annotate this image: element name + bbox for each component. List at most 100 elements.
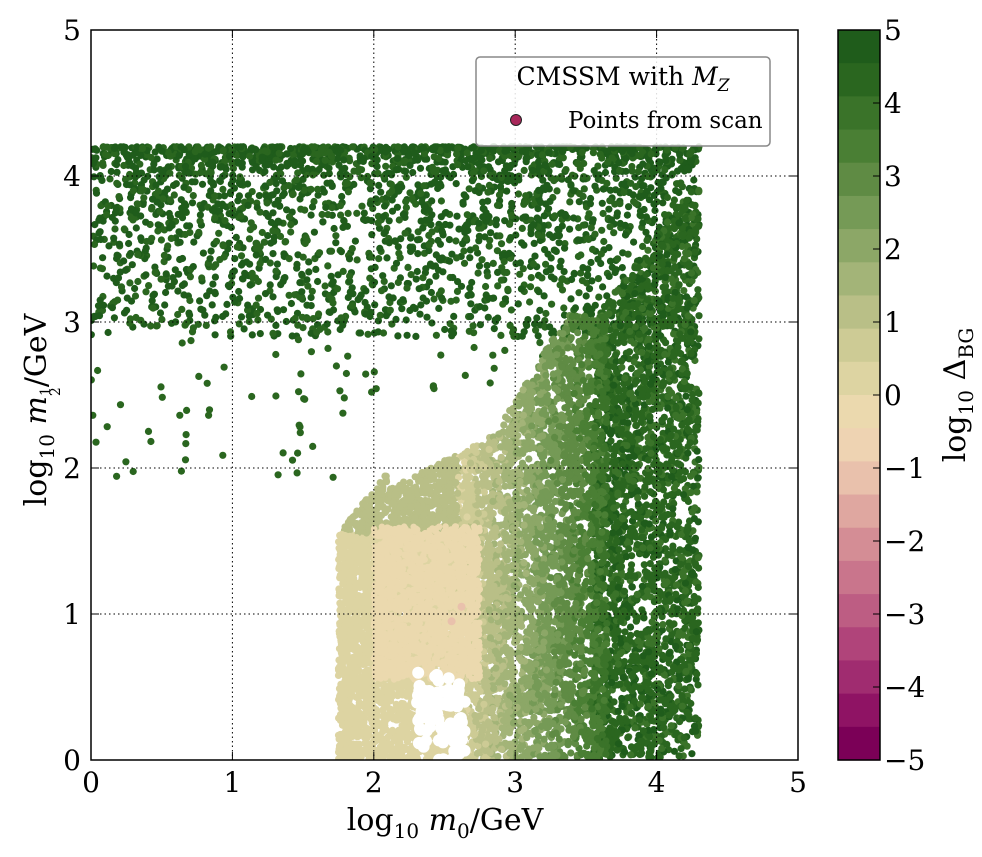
data-point <box>683 304 691 312</box>
data-point <box>584 265 592 273</box>
data-point <box>364 330 372 338</box>
data-point <box>393 203 401 211</box>
data-point <box>685 415 693 423</box>
data-point <box>599 283 607 291</box>
data-point <box>366 200 374 208</box>
data-point <box>428 197 436 205</box>
data-point <box>203 379 211 387</box>
data-point <box>661 166 669 174</box>
data-point <box>168 220 176 228</box>
data-point <box>446 221 454 229</box>
data-point <box>262 209 270 218</box>
data-point <box>266 281 274 289</box>
data-point <box>644 257 652 265</box>
data-point <box>387 282 395 290</box>
data-point <box>684 312 692 320</box>
data-point <box>295 388 303 396</box>
data-point <box>139 186 147 194</box>
data-point <box>208 206 217 214</box>
data-point <box>463 211 471 219</box>
data-point <box>333 285 342 293</box>
data-point <box>675 629 684 637</box>
data-point <box>545 231 554 239</box>
data-point <box>604 158 612 166</box>
data-point <box>647 380 655 388</box>
data-point <box>694 389 703 397</box>
data-point <box>609 407 617 415</box>
data-point <box>174 287 182 295</box>
data-point <box>383 254 391 262</box>
data-point <box>264 311 272 319</box>
data-point <box>293 264 301 272</box>
data-point <box>307 185 315 193</box>
data-point <box>640 182 648 190</box>
data-point <box>667 267 675 275</box>
data-point <box>294 449 302 457</box>
data-point <box>272 321 280 329</box>
data-point <box>342 369 350 378</box>
data-point <box>655 298 663 306</box>
data-point <box>585 210 593 218</box>
data-point <box>437 197 445 205</box>
data-point <box>620 188 628 197</box>
data-point <box>321 282 329 290</box>
data-point <box>640 561 648 569</box>
data-point <box>154 221 162 229</box>
data-point <box>460 191 468 199</box>
data-point <box>219 451 227 459</box>
data-point <box>693 447 701 455</box>
data-point <box>195 228 203 236</box>
data-point <box>663 218 672 226</box>
data-point <box>675 281 683 289</box>
data-point <box>631 173 639 181</box>
data-point <box>450 312 458 320</box>
data-point <box>489 294 497 302</box>
data-point <box>628 709 636 718</box>
data-point <box>180 280 188 288</box>
data-point <box>277 281 285 289</box>
data-point <box>619 249 627 257</box>
data-point <box>166 152 174 160</box>
data-point <box>662 156 670 164</box>
data-point <box>226 190 235 198</box>
data-point <box>346 173 354 181</box>
data-point <box>281 274 289 282</box>
data-point <box>610 459 618 467</box>
data-point <box>315 310 323 318</box>
data-point <box>594 275 603 283</box>
data-point <box>522 213 530 221</box>
data-point <box>285 255 293 263</box>
data-point <box>530 221 538 229</box>
data-point <box>409 168 417 177</box>
data-point <box>282 238 290 246</box>
data-point <box>226 328 235 336</box>
data-point <box>618 694 626 703</box>
data-point <box>406 189 414 197</box>
data-point <box>432 272 440 280</box>
data-point <box>677 560 685 569</box>
data-point <box>591 230 599 238</box>
data-point <box>651 386 659 394</box>
data-point <box>164 242 172 250</box>
data-point <box>178 214 187 222</box>
data-point <box>558 275 567 283</box>
data-point <box>557 257 565 265</box>
data-point <box>438 294 446 302</box>
data-point <box>419 294 427 302</box>
data-point <box>567 295 575 303</box>
data-point <box>613 209 622 217</box>
data-point <box>686 335 694 343</box>
data-point <box>229 269 237 277</box>
data-point <box>500 268 508 276</box>
data-point <box>681 468 690 476</box>
data-point <box>337 211 345 219</box>
data-point <box>103 272 111 280</box>
data-point <box>615 553 624 561</box>
data-point <box>624 250 632 258</box>
data-point <box>248 392 256 401</box>
data-point <box>477 154 485 162</box>
data-point <box>658 241 666 249</box>
data-point <box>244 301 252 309</box>
data-point <box>436 240 444 248</box>
data-point <box>552 232 560 240</box>
